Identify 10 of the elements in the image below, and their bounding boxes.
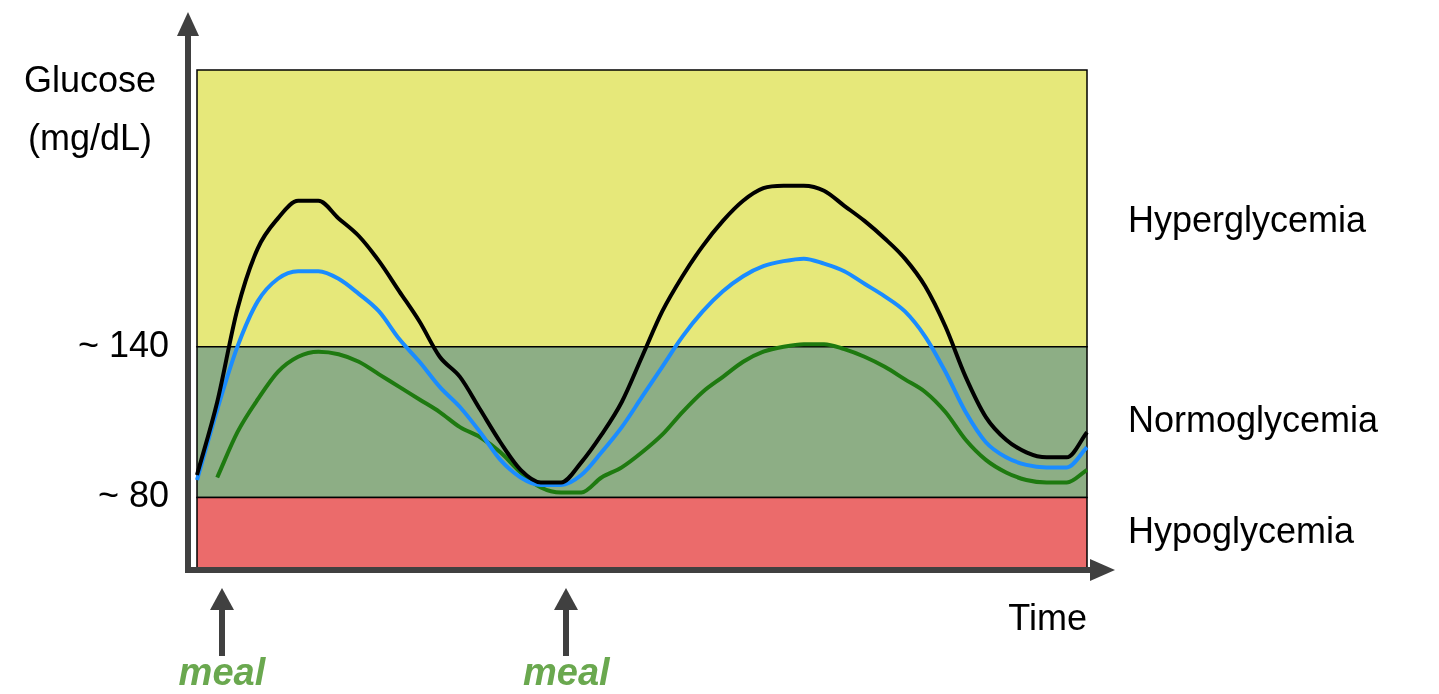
y-axis-title: Glucose (mg/dL) (23, 58, 157, 158)
y-tick-label: ~ 140 (77, 323, 169, 365)
band-label: Hypoglycemia (1128, 509, 1356, 551)
line-series (195, 256, 1089, 487)
band-label: Hyperglycemia (1128, 199, 1368, 241)
text: meal (178, 651, 267, 694)
x-axis-title: Time (1008, 596, 1087, 638)
band-label: Normoglycemia (1128, 399, 1380, 441)
y-tick-label: ~ 80 (97, 474, 169, 516)
text: meal (523, 651, 612, 694)
